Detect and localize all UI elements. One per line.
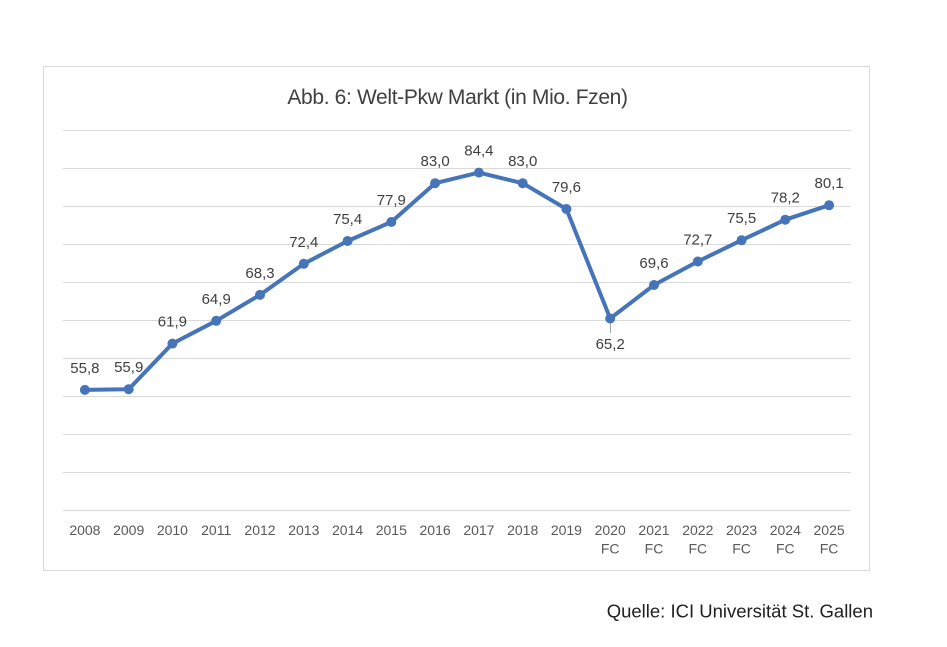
- svg-text:64,9: 64,9: [202, 291, 231, 308]
- svg-text:2011: 2011: [201, 522, 231, 538]
- svg-text:80,1: 80,1: [814, 175, 843, 192]
- svg-text:83,0: 83,0: [420, 153, 449, 170]
- svg-text:2022: 2022: [682, 522, 713, 538]
- svg-text:2010: 2010: [157, 522, 188, 538]
- svg-text:FC: FC: [688, 541, 707, 557]
- svg-text:2019: 2019: [551, 522, 582, 538]
- svg-text:75,5: 75,5: [727, 210, 756, 227]
- svg-text:2016: 2016: [420, 522, 451, 538]
- svg-text:2014: 2014: [332, 522, 363, 538]
- svg-text:83,0: 83,0: [508, 153, 537, 170]
- svg-text:2015: 2015: [376, 522, 407, 538]
- svg-text:78,2: 78,2: [771, 190, 800, 207]
- svg-text:2025: 2025: [814, 522, 845, 538]
- svg-text:69,6: 69,6: [639, 255, 668, 272]
- svg-text:65,2: 65,2: [596, 336, 625, 353]
- svg-text:2017: 2017: [463, 522, 494, 538]
- svg-text:55,9: 55,9: [114, 359, 143, 376]
- svg-text:FC: FC: [645, 541, 664, 557]
- svg-text:2021: 2021: [638, 522, 669, 538]
- svg-text:2013: 2013: [288, 522, 319, 538]
- svg-text:FC: FC: [732, 541, 751, 557]
- svg-text:84,4: 84,4: [464, 143, 493, 160]
- svg-text:68,3: 68,3: [245, 265, 274, 282]
- svg-text:2012: 2012: [244, 522, 275, 538]
- svg-text:Abb. 6: Welt-Pkw Markt (in Mio: Abb. 6: Welt-Pkw Markt (in Mio. Fzen): [287, 86, 627, 109]
- svg-text:FC: FC: [820, 541, 839, 557]
- svg-text:FC: FC: [601, 541, 620, 557]
- svg-text:FC: FC: [776, 541, 795, 557]
- svg-text:2018: 2018: [507, 522, 538, 538]
- svg-text:Quelle: ICI Universität St. Ga: Quelle: ICI Universität St. Gallen: [607, 601, 873, 622]
- svg-text:61,9: 61,9: [158, 314, 187, 331]
- svg-text:55,8: 55,8: [70, 360, 99, 377]
- svg-text:72,7: 72,7: [683, 232, 712, 249]
- svg-text:2009: 2009: [113, 522, 144, 538]
- svg-text:77,9: 77,9: [377, 192, 406, 209]
- svg-text:2023: 2023: [726, 522, 757, 538]
- svg-text:2008: 2008: [69, 522, 100, 538]
- svg-text:2020: 2020: [595, 522, 626, 538]
- svg-text:2024: 2024: [770, 522, 801, 538]
- svg-text:72,4: 72,4: [289, 234, 318, 251]
- svg-text:79,6: 79,6: [552, 179, 581, 196]
- svg-text:75,4: 75,4: [333, 211, 362, 228]
